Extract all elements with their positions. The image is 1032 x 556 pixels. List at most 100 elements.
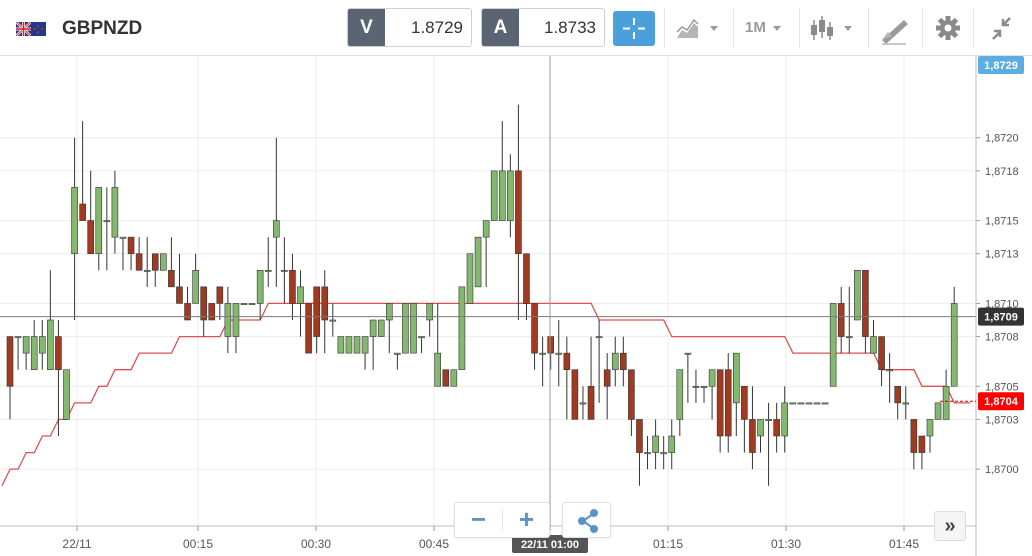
candle-up-body [38, 336, 46, 354]
candle [724, 353, 732, 453]
zoom-out-button[interactable]: − [470, 504, 487, 534]
candle-down-body [749, 419, 756, 453]
y-tick-label: 1,8710 [985, 298, 1019, 310]
candle-up-body [886, 369, 893, 372]
candle-down-body [531, 303, 538, 354]
candle-up-body [14, 336, 22, 339]
candle [918, 435, 926, 470]
candle-down-body [724, 369, 732, 437]
candle [289, 253, 296, 320]
candle-up-body [668, 435, 676, 453]
candle-up-body [353, 336, 361, 354]
candle-up-body [490, 170, 498, 221]
candle [950, 286, 958, 387]
candle [22, 336, 30, 370]
candle [192, 253, 199, 304]
candle [176, 253, 183, 304]
candle-down-body [127, 236, 135, 255]
drawing-tools-icon [882, 20, 908, 45]
x-tick-label: 00:30 [301, 537, 331, 551]
candle-up-body [507, 170, 514, 221]
share-icon [578, 509, 598, 533]
candle [313, 286, 320, 354]
candle-style-button[interactable] [804, 8, 862, 48]
candle [410, 303, 417, 354]
candle-down-body [636, 419, 643, 453]
candle [79, 121, 86, 221]
candle-down-body [571, 369, 579, 420]
candle [38, 320, 46, 370]
candle [63, 369, 70, 420]
crosshair-price-marker-box [978, 307, 1024, 326]
x-tick-label: 00:15 [183, 537, 213, 551]
x-tick-label: 01:15 [653, 537, 683, 551]
y-tick-label: 1,8700 [985, 464, 1019, 476]
y-tick-label: 1,8720 [985, 133, 1019, 145]
candle [281, 237, 288, 304]
candle [71, 137, 78, 320]
candle-up-body [660, 452, 667, 455]
axes-layer: 22/11 00:15 00:30 00:45 01:15 01:30 01:45 1,870… [0, 56, 1019, 556]
candles-layer [6, 104, 958, 486]
period-button[interactable] [738, 8, 800, 48]
candle-up-body [555, 352, 563, 355]
scroll-right-button[interactable]: » [934, 511, 966, 541]
candle-up-body [466, 253, 474, 304]
candle [821, 402, 829, 405]
price-markers-layer: 1,8729 1,8709 1,8704 [940, 56, 1024, 411]
candle [337, 336, 345, 354]
candle [305, 303, 312, 354]
candle [240, 303, 248, 305]
candle-up-body [854, 269, 861, 321]
chart-type-button[interactable] [670, 8, 726, 48]
candle [151, 253, 159, 287]
candle [587, 336, 595, 420]
settings-button[interactable] [928, 8, 968, 48]
candle [256, 269, 264, 320]
candle [426, 303, 433, 337]
candle-down-body [55, 336, 62, 371]
gear-icon [936, 16, 960, 40]
candle-up-body [700, 385, 708, 388]
candle [926, 419, 934, 453]
candle-up-body [870, 336, 877, 354]
candle [507, 154, 514, 238]
candle-up-body [498, 170, 506, 221]
candle-up-body [450, 369, 458, 387]
candle-down-body [313, 286, 320, 337]
candle [474, 236, 482, 288]
candle [377, 319, 385, 337]
candle [14, 336, 22, 370]
crosshair-button[interactable] [613, 11, 655, 46]
candle-up-body [111, 187, 119, 238]
collapse-button[interactable] [980, 8, 1024, 48]
candle-up-body [192, 269, 199, 304]
instrument-symbol[interactable]: GBPNZD [62, 18, 143, 39]
price-chart[interactable]: 22/11 01:00 22/11 00:15 00:30 00:45 01:15 01:… [0, 56, 1032, 556]
candle [264, 237, 272, 287]
zoom-in-button[interactable]: + [518, 504, 535, 534]
share-button[interactable] [562, 502, 611, 538]
ask-price-box[interactable]: A 1.8733 [481, 8, 605, 47]
candle [595, 320, 603, 403]
candle [523, 253, 530, 320]
candle [805, 402, 813, 405]
drawing-tools-button[interactable] [874, 8, 916, 48]
candle [321, 270, 329, 354]
candle [216, 286, 224, 320]
candle [628, 369, 635, 436]
candle-down-body [442, 369, 450, 387]
candle-up-body [765, 419, 772, 421]
candle [563, 336, 571, 420]
candle-down-body [216, 286, 224, 304]
candle [547, 336, 554, 370]
bid-price-box[interactable]: V 1.8729 [347, 8, 472, 47]
candle [878, 336, 885, 387]
candle-up-body [71, 187, 78, 255]
candle [385, 303, 393, 354]
candle [248, 303, 256, 305]
candle [773, 402, 780, 453]
candle [652, 419, 659, 470]
candlestick-chart[interactable]: 22/11 01:00 22/11 00:15 00:30 00:45 01:15 01:… [0, 56, 1032, 556]
candle [732, 352, 740, 436]
